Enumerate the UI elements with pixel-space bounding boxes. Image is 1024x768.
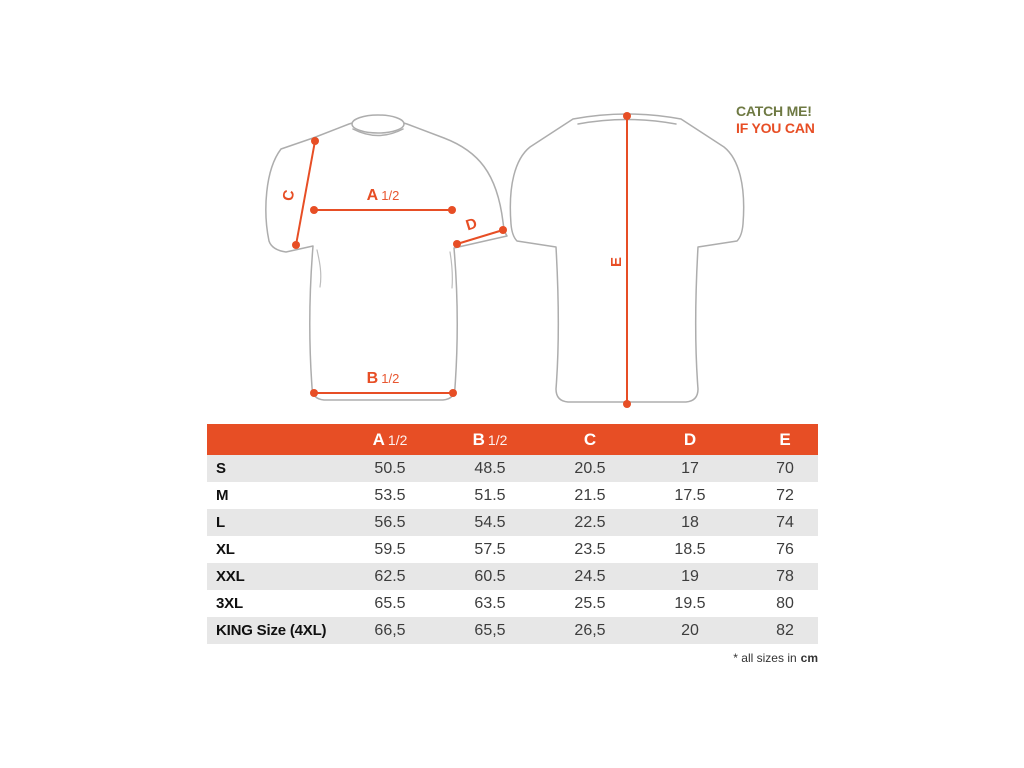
cell-value: 24.5 [574,567,606,585]
table-row-xl: XL 59.5 57.5 23.5 18.5 76 [207,536,818,563]
cell-value: 26,5 [574,621,606,639]
measure-fraction-a: 1/2 [381,188,400,203]
header-cell-b: B 1/2 [440,430,540,450]
brand-slogan-line1: CATCH ME! [736,103,812,119]
size-table-header: A 1/2 B 1/2 C D E [207,424,818,455]
measure-label-c: C [279,188,299,203]
cell-value: 17.5 [674,486,706,504]
cell-value: 19.5 [674,594,706,612]
cell-value: 72 [776,486,794,504]
tshirt-front-outline [265,114,508,401]
measure-label-e: E [608,256,625,267]
cell-value: 21.5 [574,486,606,504]
cell-value: 19 [681,567,699,585]
cell-value: 22.5 [574,513,606,531]
table-row-3xl: 3XL 65.5 63.5 25.5 19.5 80 [207,590,818,617]
cell-value: 65.5 [374,594,406,612]
measure-letter-b: B [366,370,379,387]
size-label: L [216,514,225,531]
size-table: A 1/2 B 1/2 C D E S 50.5 48.5 20.5 17 70 M… [207,424,818,644]
cell-value: 23.5 [574,540,606,558]
cell-value: 63.5 [474,594,506,612]
footnote-unit: cm [800,651,818,665]
cell-value: 66,5 [374,621,406,639]
cell-value: 54.5 [474,513,506,531]
header-fraction-b: 1/2 [487,431,508,448]
footnote-text: * all sizes in [733,651,797,665]
cell-value: 74 [776,513,794,531]
cell-value: 57.5 [474,540,506,558]
cell-value: 70 [776,459,794,477]
brand-slogan-line2: IF YOU CAN [736,120,815,136]
footnote-sizes-in-cm: * all sizes in cm [207,651,818,665]
cell-value: 80 [776,594,794,612]
cell-value: 18.5 [674,540,706,558]
table-row-xxl: XXL 62.5 60.5 24.5 19 78 [207,563,818,590]
cell-value: 53.5 [374,486,406,504]
header-letter-a: A [372,429,385,449]
size-label: KING Size (4XL) [216,622,327,639]
measurement-lines [292,112,631,408]
cell-value: 59.5 [374,540,406,558]
cell-value: 56.5 [374,513,406,531]
cell-value: 17 [681,459,699,477]
cell-value: 25.5 [574,594,606,612]
header-letter-e: E [779,429,791,449]
measure-letter-a: A [366,187,379,204]
cell-value: 50.5 [374,459,406,477]
size-label: S [216,460,226,477]
cell-value: 76 [776,540,794,558]
brand-slogan: CATCH ME! IF YOU CAN [736,103,815,137]
cell-value: 18 [681,513,699,531]
cell-value: 60.5 [474,567,506,585]
measure-fraction-b: 1/2 [381,371,400,386]
header-letter-d: D [683,429,697,449]
cell-value: 82 [776,621,794,639]
header-cell-a: A 1/2 [340,430,440,450]
table-row-s: S 50.5 48.5 20.5 17 70 [207,455,818,482]
header-letter-c: C [583,429,597,449]
table-row-m: M 53.5 51.5 21.5 17.5 72 [207,482,818,509]
header-cell-c: C [540,430,640,450]
header-cell-d: D [640,430,740,450]
cell-value: 78 [776,567,794,585]
size-label: XL [216,541,235,558]
header-cell-e: E [740,430,818,450]
cell-value: 62.5 [374,567,406,585]
measure-label-b-half: B 1/2 [343,370,423,388]
cell-value: 48.5 [474,459,506,477]
table-row-king-4xl: KING Size (4XL) 66,5 65,5 26,5 20 82 [207,617,818,644]
cell-value: 65,5 [474,621,506,639]
header-letter-b: B [472,429,485,449]
cell-value: 51.5 [474,486,506,504]
header-fraction-a: 1/2 [387,431,408,448]
measure-label-a-half: A 1/2 [343,187,423,205]
size-label: M [216,487,229,504]
cell-value: 20 [681,621,699,639]
size-label: 3XL [216,595,243,612]
cell-value: 20.5 [574,459,606,477]
size-label: XXL [216,568,245,585]
table-row-l: L 56.5 54.5 22.5 18 74 [207,509,818,536]
